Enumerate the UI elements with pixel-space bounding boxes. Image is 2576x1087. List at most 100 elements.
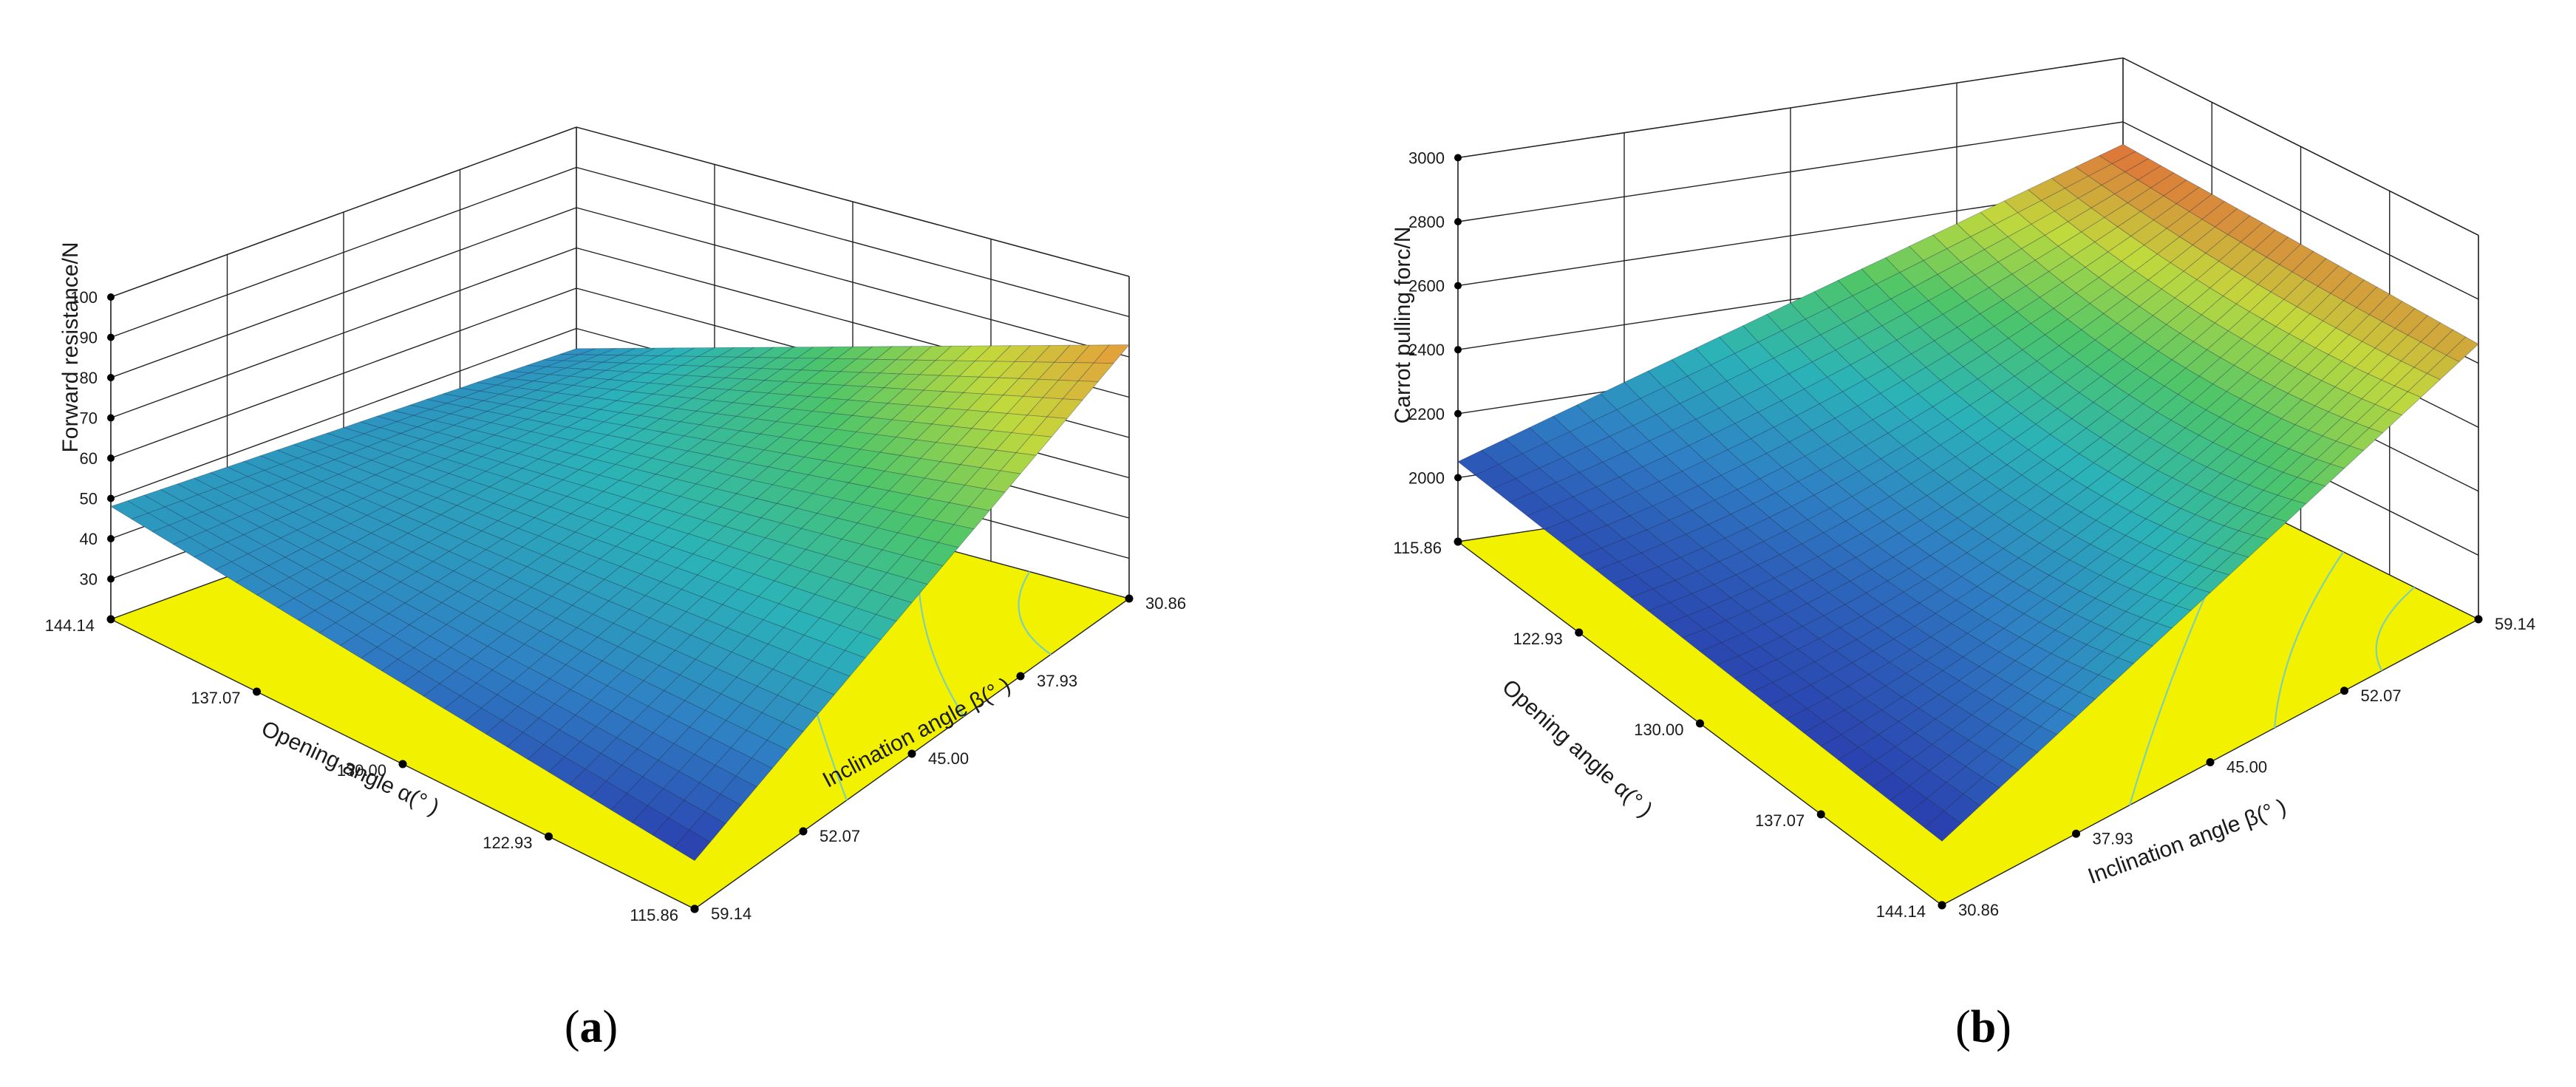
left-wall-hline (110, 207, 577, 378)
z-tick-mark (107, 414, 115, 422)
z-axis-label: Forward resistance/N (58, 242, 83, 452)
z-tick-label: 3000 (1408, 149, 1445, 167)
surface-plot-a: 30 40 50 60 70 80 90 100 144.14 137.07 130.00 122.9… (45, 126, 1186, 924)
surface-cell (1031, 416, 1068, 437)
y-tick-label: 59.14 (2495, 615, 2535, 633)
x-tick-label: 137.07 (191, 689, 240, 707)
contour-line (2375, 586, 2416, 672)
y-tick-mark (690, 904, 699, 913)
right-wall-top (2122, 57, 2479, 236)
surface-cell (2214, 552, 2249, 576)
x-tick-label: 144.14 (1876, 902, 1926, 921)
y-tick-label: 45.00 (2226, 758, 2267, 777)
y-tick-mark (2340, 686, 2348, 695)
z-tick-mark (107, 494, 115, 502)
surface-cell (2310, 463, 2345, 487)
y-tick-mark (799, 827, 808, 836)
caption-b-label: b (1970, 1002, 1997, 1052)
surface-cell (937, 524, 975, 548)
caption-a-label: a (579, 1002, 603, 1052)
x-tick-label: 122.93 (1513, 630, 1562, 648)
y-tick-mark (907, 749, 916, 758)
x-axis-label: Opening angle α(° ) (1497, 675, 1657, 822)
left-wall-hline (110, 287, 577, 459)
z-tick-mark (1454, 474, 1462, 482)
surface-mesh (110, 344, 1130, 862)
surface-cell (2233, 534, 2269, 558)
surface-cell (735, 757, 773, 788)
right-wall-hline (576, 166, 1130, 318)
surface-cell (921, 542, 959, 567)
z-tick-label: 80 (80, 369, 98, 387)
y-tick-mark (2474, 615, 2483, 624)
surface-cell (2079, 674, 2116, 700)
x-ticks: 144.14 137.07 130.00 122.93 115.86 (45, 615, 699, 924)
caption-b: (b) (1955, 1002, 2011, 1052)
x-tick-label: 130.00 (337, 761, 386, 780)
y-tick-mark (1938, 901, 1946, 910)
z-tick-mark (107, 333, 115, 341)
y-ticks: 59.14 52.07 45.00 37.93 30.86 (690, 594, 1186, 923)
x-tick-mark (398, 760, 407, 769)
surface-cell (844, 632, 882, 658)
left-wall-hline (1457, 121, 2124, 222)
z-tick-label: 2000 (1408, 468, 1445, 487)
x-tick-label: 130.00 (1634, 720, 1683, 739)
right-wall-hline (576, 207, 1130, 358)
y-tick-label: 52.07 (2361, 686, 2402, 705)
y-tick-mark (1125, 594, 1134, 603)
x-tick-label: 122.93 (483, 834, 532, 852)
z-tick-mark (107, 575, 115, 583)
z-tick-label: 60 (80, 449, 98, 468)
y-tick-label: 37.93 (2093, 829, 2133, 848)
x-tick-label: 144.14 (45, 616, 95, 635)
surface-cell (1963, 777, 2000, 806)
x-ticks: 115.86 122.93 130.00 137.07 144.14 (1393, 537, 1946, 921)
surface-cell (2175, 587, 2211, 611)
z-tick-label: 2400 (1408, 341, 1445, 359)
surface-cell (1924, 810, 1962, 842)
left-wall-top (110, 126, 577, 298)
z-tick-label: 70 (80, 409, 98, 428)
z-tick-label: 100 (70, 288, 98, 307)
contour-line (2274, 551, 2345, 729)
x-tick-mark (1696, 719, 1704, 728)
z-tick-mark (107, 374, 115, 381)
left-wall-hline (110, 247, 577, 419)
surface-cell (2059, 692, 2096, 718)
x-tick-mark (1816, 810, 1825, 819)
surface-cell (2272, 499, 2307, 522)
surface-cell (2291, 481, 2326, 505)
right-wall-hline (2122, 121, 2479, 300)
y-tick-label: 45.00 (928, 749, 969, 768)
left-wall-hline (110, 166, 577, 338)
surface-cell (890, 578, 928, 604)
y-tick-label: 30.86 (1145, 594, 1186, 613)
z-tick-mark (107, 454, 115, 462)
z-axis-label: Carrot pulling forc/N (1391, 227, 1415, 424)
chart-panel-b: 2000 2200 2400 2600 2800 3000 115.86 122.93 130.… (1288, 0, 2576, 1087)
z-tick-mark (1454, 346, 1462, 354)
right-wall-top (576, 126, 1130, 277)
z-tick-label: 2600 (1408, 277, 1445, 296)
surface-cell (875, 596, 913, 622)
surface-cell (673, 829, 711, 862)
z-tick-label: 40 (80, 530, 98, 548)
x-tick-mark (545, 832, 553, 841)
z-tick-label: 2800 (1408, 213, 1445, 231)
contour-line (1018, 571, 1052, 655)
x-tick-mark (253, 687, 261, 696)
z-tick-label: 2200 (1408, 405, 1445, 423)
x-tick-mark (106, 615, 115, 624)
z-tick-mark (1454, 154, 1462, 162)
y-tick-mark (2072, 829, 2080, 838)
caption-a: (a) (564, 1002, 619, 1052)
z-tick-mark (107, 535, 115, 542)
z-tick-mark (1454, 218, 1462, 225)
surface-cell (2252, 517, 2288, 540)
z-tick-mark (1454, 409, 1462, 418)
surface-cell (2330, 446, 2365, 469)
surface-cell (906, 560, 944, 585)
x-tick-label: 115.86 (1393, 539, 1442, 557)
surface-mesh (1457, 143, 2479, 842)
